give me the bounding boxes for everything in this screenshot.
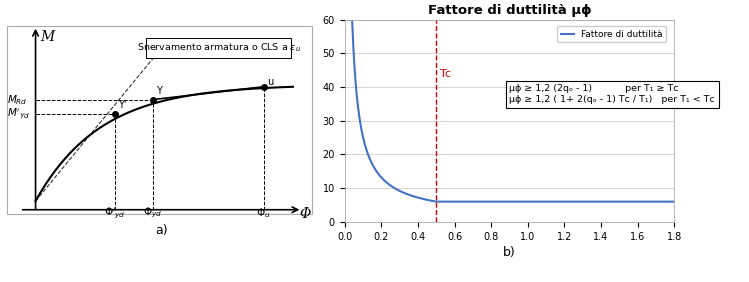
Text: $M_{Rd}$: $M_{Rd}$ (7, 93, 28, 107)
Text: Y: Y (156, 85, 162, 96)
FancyBboxPatch shape (7, 26, 312, 214)
Fattore di duttilità (670, 200, 679, 203)
Text: μϕ ≥ 1,2 (2qₒ - 1)           per T₁ ≥ Tᴄ
μϕ ≥ 1,2 ( 1+ 2(qₒ - 1) Tᴄ / T₁)   per : μϕ ≥ 1,2 (2qₒ - 1) per T₁ ≥ Tᴄ μϕ ≥ 1,2 … (509, 84, 715, 104)
Text: u: u (267, 77, 273, 87)
Fattore di duttilità (344, 18, 353, 21)
Text: Φ: Φ (299, 207, 311, 221)
Text: Y': Y' (118, 100, 126, 110)
Text: $\Phi_u$: $\Phi_u$ (256, 206, 271, 220)
Text: Snervamento armatura o CLS a $\varepsilon_u$: Snervamento armatura o CLS a $\varepsilo… (136, 41, 300, 54)
Text: a): a) (155, 224, 168, 237)
Text: b): b) (503, 246, 516, 259)
Text: Tc: Tc (440, 69, 451, 79)
Text: $M'_{Yd}$: $M'_{Yd}$ (7, 107, 31, 121)
Fattore di duttilità (601, 200, 610, 203)
Legend: Fattore di duttilità: Fattore di duttilità (557, 26, 667, 43)
Fattore di duttilità (360, 143, 369, 147)
Fattore di duttilità (661, 200, 670, 203)
Text: $\Phi'_{yd}$: $\Phi'_{yd}$ (103, 205, 125, 220)
Title: Fattore di duttilità μϕ: Fattore di duttilità μϕ (428, 4, 591, 17)
Fattore di duttilità (494, 200, 503, 203)
Fattore di duttilità (503, 200, 512, 203)
FancyBboxPatch shape (146, 38, 291, 58)
Text: M: M (40, 30, 55, 44)
Line: Fattore di duttilità: Fattore di duttilità (348, 20, 674, 202)
Fattore di duttilità (432, 200, 441, 203)
Fattore di duttilità (661, 200, 670, 203)
Text: $\Phi_{yd}$: $\Phi_{yd}$ (143, 205, 162, 220)
